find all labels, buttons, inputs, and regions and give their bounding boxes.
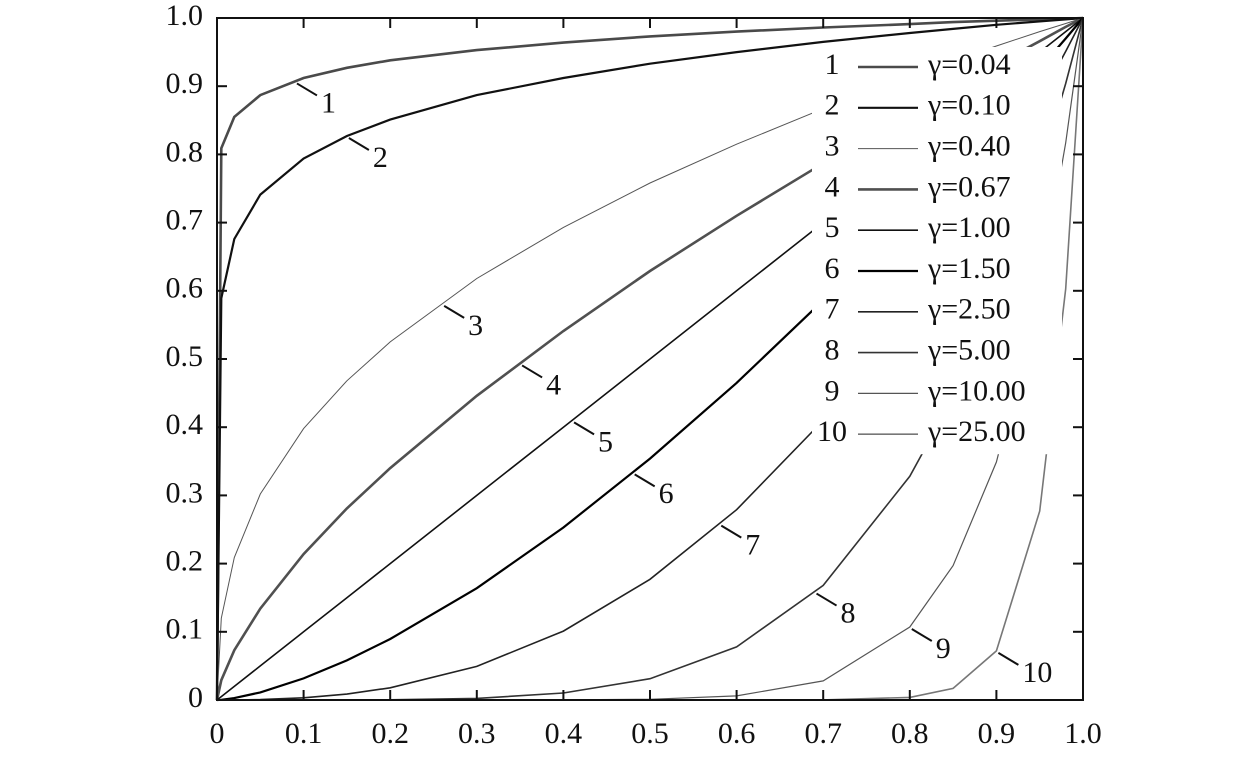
y-tick-label: 0.7 — [166, 203, 204, 236]
label-leader — [911, 628, 933, 642]
legend-text: γ=25.00 — [927, 415, 1026, 448]
label-leader — [573, 421, 595, 436]
legend-text: γ=0.04 — [927, 48, 1011, 81]
curve-label: 4 — [546, 368, 561, 401]
x-tick-label: 0.8 — [891, 717, 929, 750]
legend-text: γ=0.67 — [927, 170, 1011, 203]
x-tick-label: 0.9 — [978, 717, 1016, 750]
legend-number: 2 — [825, 89, 840, 122]
curve — [215, 16, 1084, 701]
legend-number: 6 — [825, 252, 840, 285]
label-leader — [997, 652, 1019, 666]
legend-number: 8 — [825, 333, 840, 366]
curve — [215, 16, 1084, 701]
y-tick-label: 0.4 — [166, 408, 204, 441]
x-tick-label: 0.4 — [545, 717, 583, 750]
x-tick-label: 0.1 — [285, 717, 323, 750]
curve-label: 6 — [659, 477, 674, 510]
label-leader — [348, 137, 370, 151]
curve-label: 9 — [936, 632, 951, 665]
y-tick-label: 0.5 — [166, 340, 204, 373]
legend-text: γ=1.00 — [927, 211, 1011, 244]
legend-text: γ=10.00 — [927, 374, 1026, 407]
x-tick-label: 0.2 — [371, 717, 409, 750]
legend-number: 1 — [825, 48, 840, 81]
legend-text: γ=0.10 — [927, 89, 1011, 122]
legend-number: 4 — [825, 170, 840, 203]
legend-number: 9 — [825, 374, 840, 407]
y-tick-label: 0.1 — [166, 613, 204, 646]
y-tick-label: 0.3 — [166, 476, 204, 509]
x-tick-label: 1.0 — [1064, 717, 1102, 750]
y-tick-label: 0.2 — [166, 544, 204, 577]
legend-text: γ=0.40 — [927, 129, 1011, 162]
curve-label: 1 — [321, 86, 336, 119]
curve-label: 10 — [1022, 656, 1052, 689]
label-leader — [443, 305, 465, 319]
curve-label: 8 — [841, 596, 856, 629]
x-tick-label: 0.5 — [631, 717, 669, 750]
legend-text: γ=2.50 — [927, 293, 1011, 326]
legend-box — [812, 47, 1062, 455]
legend: 1 γ=0.04 2 γ=0.10 3 γ=0.40 4 γ=0.67 5 γ=1.00 6 γ=1.… — [812, 47, 1062, 455]
legend-text: γ=1.50 — [927, 252, 1011, 285]
legend-text: γ=5.00 — [927, 333, 1011, 366]
y-tick-label: 1.0 — [166, 0, 204, 32]
x-tick-label: 0.3 — [458, 717, 496, 750]
curve — [216, 17, 1084, 701]
legend-number: 5 — [825, 211, 840, 244]
x-tick-label: 0 — [210, 717, 225, 750]
x-tick-label: 0.6 — [718, 717, 756, 750]
curve-label: 5 — [598, 425, 613, 458]
label-leader — [816, 592, 838, 607]
y-tick-label: 0.9 — [166, 67, 204, 100]
label-leader — [296, 82, 318, 97]
legend-number: 3 — [825, 129, 840, 162]
legend-number: 7 — [825, 293, 840, 326]
legend-number: 10 — [817, 415, 847, 448]
curve-label: 2 — [373, 141, 388, 174]
label-leader — [521, 364, 543, 379]
x-tick-label: 0.7 — [804, 717, 842, 750]
curve-label: 7 — [745, 529, 760, 562]
y-tick-label: 0 — [188, 681, 203, 714]
curve-label: 3 — [468, 309, 483, 342]
label-leader — [720, 524, 742, 539]
y-tick-label: 0.6 — [166, 272, 204, 305]
y-tick-label: 0.8 — [166, 135, 204, 168]
label-leader — [634, 473, 656, 488]
